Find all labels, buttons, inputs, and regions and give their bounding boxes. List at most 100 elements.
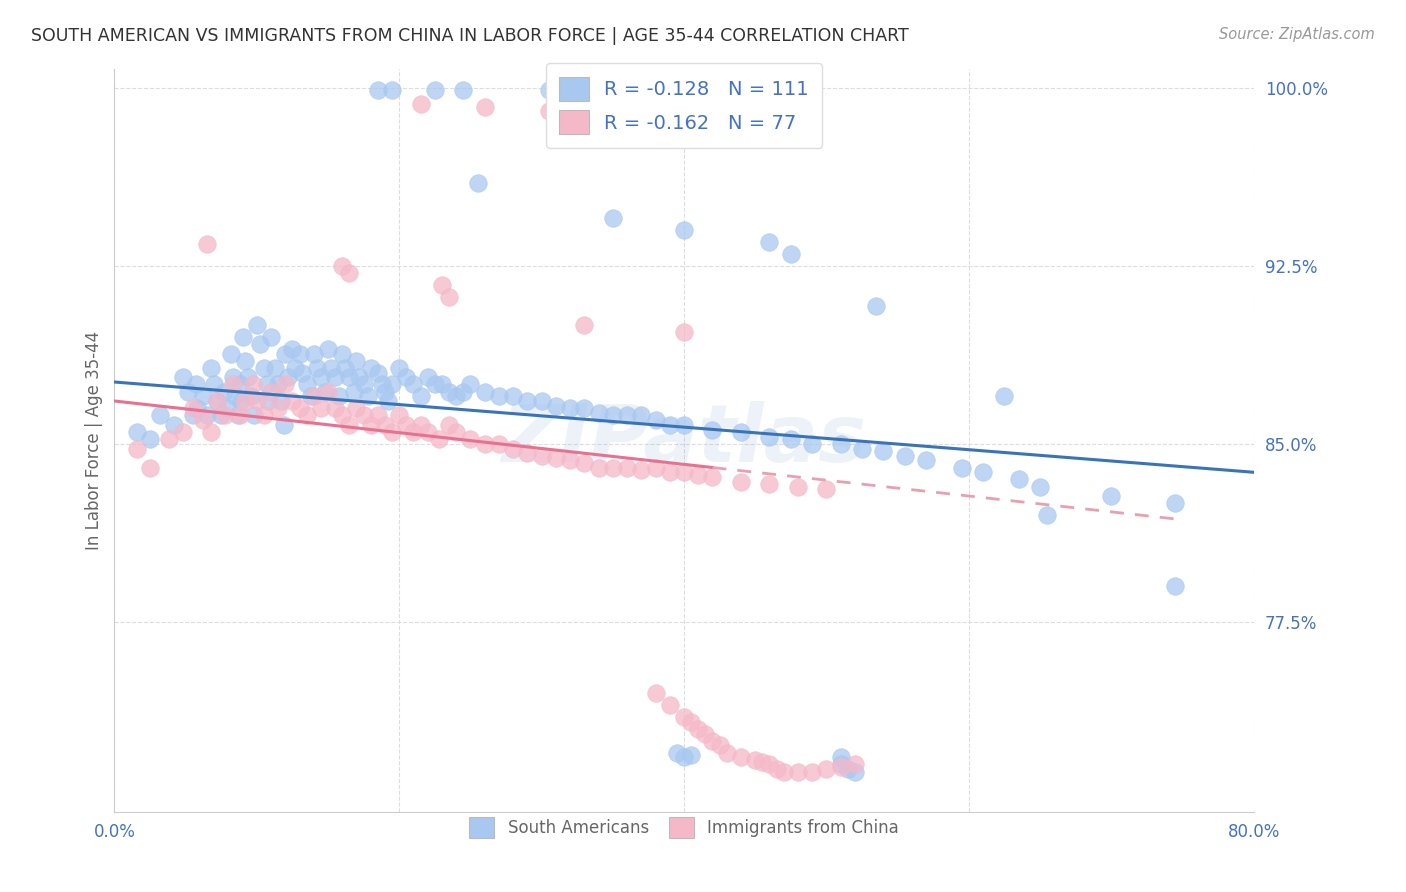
Point xyxy=(460,432,482,446)
Point xyxy=(337,417,360,432)
Point xyxy=(430,377,453,392)
Point xyxy=(453,83,475,97)
Point xyxy=(172,425,194,439)
Point xyxy=(716,746,738,760)
Point xyxy=(751,755,773,769)
Point xyxy=(195,409,218,423)
Point xyxy=(574,401,596,416)
Point xyxy=(453,384,475,399)
Point xyxy=(530,449,553,463)
Point xyxy=(779,246,801,260)
Point xyxy=(830,750,852,764)
Point xyxy=(695,726,717,740)
Point xyxy=(765,762,787,776)
Point xyxy=(427,432,450,446)
Point xyxy=(260,384,283,399)
Point xyxy=(181,409,204,423)
Point xyxy=(588,406,610,420)
Point xyxy=(1099,489,1122,503)
Point xyxy=(460,377,482,392)
Point xyxy=(200,360,222,375)
Point xyxy=(467,176,489,190)
Point xyxy=(302,346,325,360)
Point xyxy=(377,394,399,409)
Point xyxy=(665,746,688,760)
Point xyxy=(730,750,752,764)
Point xyxy=(281,394,304,409)
Point xyxy=(219,346,242,360)
Point xyxy=(815,762,838,776)
Point xyxy=(1164,496,1187,510)
Point xyxy=(277,370,299,384)
Point xyxy=(149,409,172,423)
Point xyxy=(337,370,360,384)
Point xyxy=(256,377,278,392)
Point xyxy=(644,460,666,475)
Point xyxy=(644,83,666,97)
Point xyxy=(200,425,222,439)
Point xyxy=(758,757,780,772)
Point xyxy=(437,417,460,432)
Point xyxy=(273,417,295,432)
Point xyxy=(274,346,297,360)
Point xyxy=(184,377,207,392)
Point xyxy=(253,360,276,375)
Point xyxy=(588,460,610,475)
Point xyxy=(1036,508,1059,522)
Point xyxy=(574,456,596,470)
Point xyxy=(915,453,938,467)
Point xyxy=(381,377,404,392)
Point xyxy=(544,450,567,465)
Point xyxy=(371,377,394,392)
Point xyxy=(221,377,243,392)
Point xyxy=(516,394,538,409)
Point xyxy=(374,384,396,399)
Point xyxy=(191,413,214,427)
Point xyxy=(474,436,496,450)
Point xyxy=(437,289,460,303)
Point xyxy=(630,463,652,477)
Point xyxy=(681,714,703,729)
Point xyxy=(288,401,311,416)
Point xyxy=(205,394,228,409)
Point xyxy=(224,389,246,403)
Point xyxy=(423,83,446,97)
Point xyxy=(688,467,710,482)
Point xyxy=(644,686,666,700)
Point xyxy=(801,436,824,450)
Point xyxy=(284,360,307,375)
Point xyxy=(257,394,280,409)
Point xyxy=(309,401,332,416)
Point xyxy=(844,764,866,779)
Point xyxy=(281,342,304,356)
Point xyxy=(602,409,624,423)
Point xyxy=(730,425,752,439)
Point xyxy=(830,436,852,450)
Point xyxy=(238,370,260,384)
Point xyxy=(488,389,510,403)
Point xyxy=(602,211,624,226)
Text: ZIPatlas: ZIPatlas xyxy=(502,401,866,479)
Point xyxy=(423,377,446,392)
Point xyxy=(343,384,366,399)
Point xyxy=(349,370,371,384)
Point xyxy=(844,757,866,772)
Point xyxy=(195,237,218,252)
Point xyxy=(302,389,325,403)
Point xyxy=(1008,472,1031,486)
Point xyxy=(544,399,567,413)
Point xyxy=(672,417,695,432)
Point xyxy=(367,366,389,380)
Point xyxy=(367,83,389,97)
Point xyxy=(815,482,838,496)
Point xyxy=(409,97,432,112)
Point xyxy=(488,436,510,450)
Point xyxy=(246,318,269,332)
Point xyxy=(316,342,339,356)
Point xyxy=(139,460,162,475)
Point xyxy=(388,409,411,423)
Point xyxy=(346,353,368,368)
Point xyxy=(139,432,162,446)
Y-axis label: In Labor Force | Age 35-44: In Labor Force | Age 35-44 xyxy=(86,331,103,549)
Point xyxy=(202,377,225,392)
